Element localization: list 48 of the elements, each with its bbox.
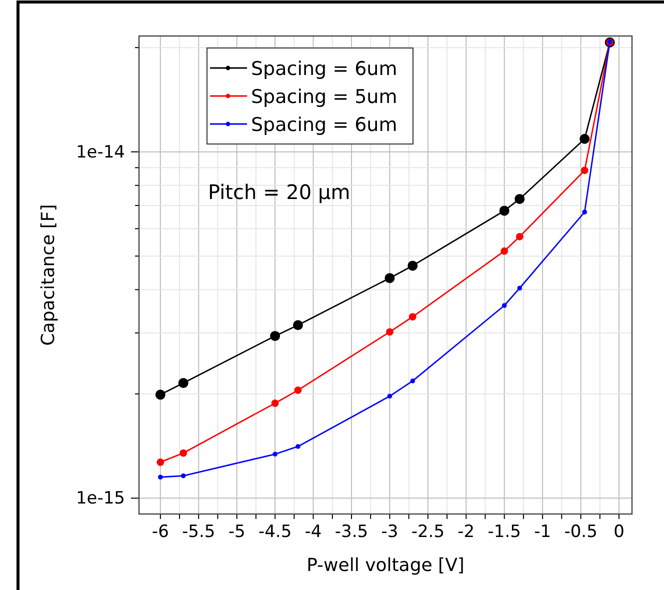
annotation: Pitch = 20 µm <box>208 180 350 204</box>
y-axis-title: Capacitance [F] <box>38 204 59 346</box>
x-tick-label: -2 <box>458 522 475 542</box>
point <box>386 328 394 336</box>
point <box>516 232 524 240</box>
x-tick-label: -1 <box>534 522 552 542</box>
x-tick-label: 0 <box>614 522 624 542</box>
point <box>582 210 588 214</box>
x-tick-label: -5 <box>228 522 246 542</box>
x-tick-label: -3.5 <box>334 522 368 542</box>
point <box>296 444 300 449</box>
point <box>158 474 163 480</box>
point <box>580 166 588 174</box>
point <box>502 303 507 308</box>
point <box>272 452 278 457</box>
point <box>410 378 416 384</box>
y-tick-label: 1e-14 <box>76 142 125 162</box>
x-tick-label: -5.5 <box>182 522 216 542</box>
x-axis-title: P-well voltage [V] <box>306 555 464 576</box>
x-tick-label: -0.5 <box>564 522 598 542</box>
x-tick-label: -3 <box>381 522 398 542</box>
point <box>500 247 508 255</box>
point <box>408 313 416 320</box>
x-tick-label: -2.5 <box>411 522 445 542</box>
point <box>517 286 522 291</box>
point <box>180 449 188 457</box>
x-tick-label: -1.5 <box>488 522 521 542</box>
point <box>155 390 166 400</box>
legend-label: Spacing = 6um <box>251 58 398 80</box>
x-tick-label: -6 <box>152 522 169 542</box>
point <box>292 320 303 330</box>
point <box>178 378 188 388</box>
point <box>180 473 186 478</box>
point <box>156 458 164 466</box>
point <box>514 194 525 204</box>
point <box>580 134 590 144</box>
point <box>294 386 302 394</box>
point <box>384 273 395 284</box>
point <box>270 330 280 341</box>
point <box>387 394 392 399</box>
x-tick-label: -4 <box>304 522 322 542</box>
legend-label: Spacing = 5um <box>251 86 398 108</box>
point <box>408 260 418 271</box>
y-tick-label: 1e-15 <box>76 488 125 509</box>
legend-label: Spacing = 6um <box>251 114 398 136</box>
x-tick-label: -4.5 <box>258 522 292 542</box>
point <box>271 400 279 407</box>
point <box>499 206 510 216</box>
